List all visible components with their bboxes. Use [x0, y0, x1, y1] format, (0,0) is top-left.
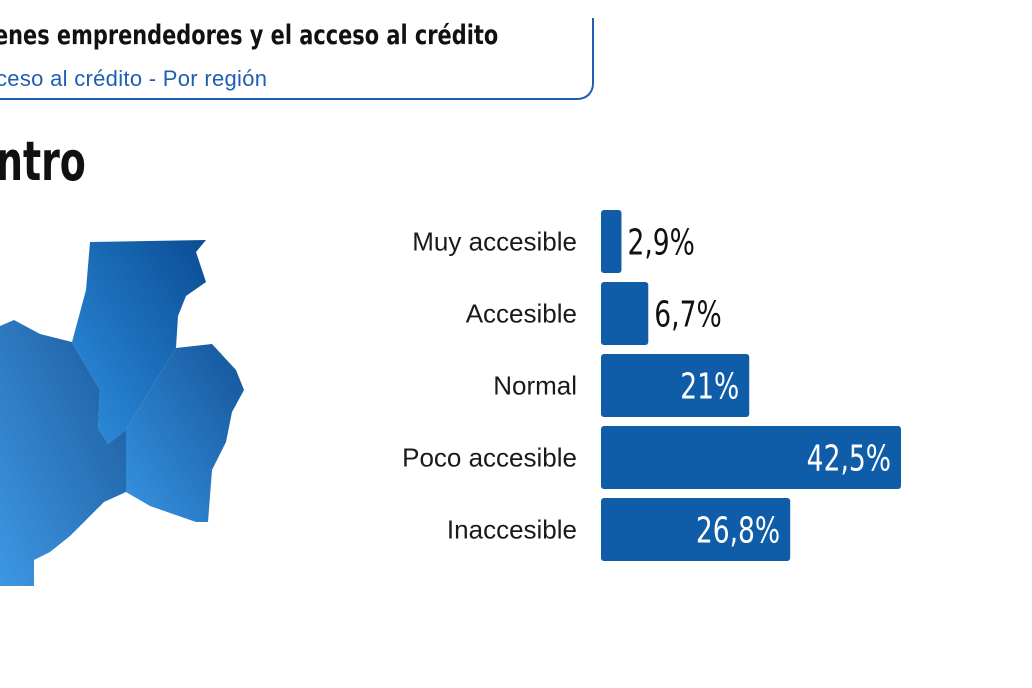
category-label: Accesible	[466, 299, 577, 329]
value-label: 21%	[680, 365, 739, 408]
chart-title: enes emprendedores y el acceso al crédit…	[0, 20, 499, 51]
category-label: Muy accesible	[412, 227, 577, 257]
header-frame	[0, 18, 594, 100]
bar	[601, 282, 649, 345]
bar	[601, 354, 750, 417]
map-province-east	[126, 344, 244, 522]
bar	[601, 210, 622, 273]
chart-subtitle: ceso al crédito - Por región	[0, 66, 268, 91]
bar	[601, 498, 791, 561]
value-label: 26,8%	[696, 509, 780, 552]
category-label: Normal	[493, 371, 577, 401]
category-label: Poco accesible	[402, 443, 577, 473]
region-label: ntro	[0, 130, 86, 193]
map-province-west	[0, 320, 126, 586]
category-label: Inaccesible	[447, 515, 577, 545]
bar	[601, 426, 901, 489]
value-label: 42,5%	[807, 437, 891, 480]
map-province-north	[72, 240, 206, 444]
value-label: 6,7%	[654, 293, 721, 336]
value-label: 2,9%	[627, 221, 694, 264]
region-map	[0, 240, 244, 586]
